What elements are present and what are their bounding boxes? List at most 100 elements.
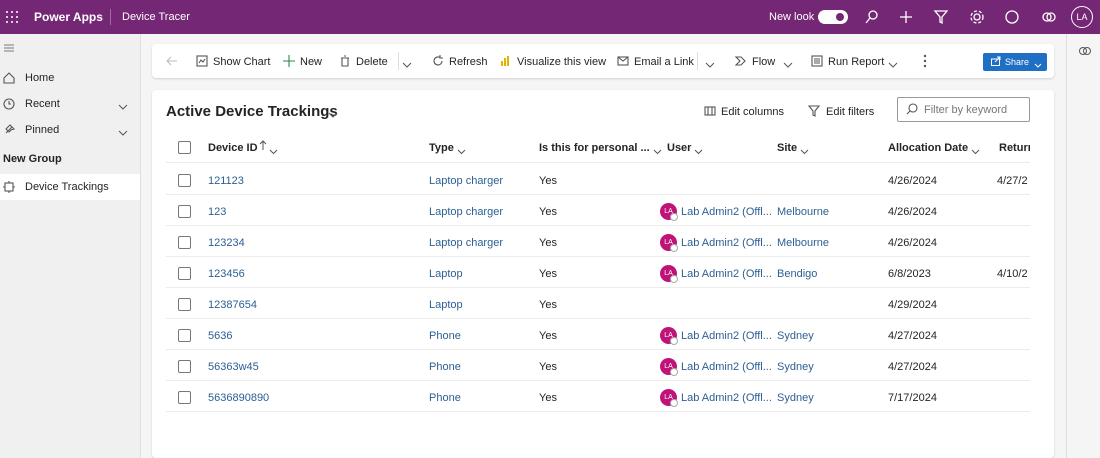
return-date: 4/27/2 (997, 175, 1028, 187)
row-checkbox[interactable] (178, 174, 191, 187)
command-icon (432, 55, 444, 70)
command-button[interactable]: Refresh (449, 56, 488, 68)
share-button[interactable]: Share (983, 53, 1047, 71)
top-icons[interactable] (865, 10, 1019, 25)
row-checkbox[interactable] (178, 391, 191, 404)
site[interactable]: Melbourne (777, 237, 829, 249)
row-checkbox[interactable] (178, 360, 191, 373)
type[interactable]: Phone (429, 392, 461, 404)
command-icon (500, 55, 512, 70)
report-menu-chevron[interactable] (888, 59, 898, 71)
user[interactable]: Lab Admin2 (Offl... (681, 392, 772, 404)
site[interactable]: Melbourne (777, 206, 829, 218)
personal: Yes (539, 392, 557, 404)
site[interactable]: Sydney (777, 361, 814, 373)
device-id[interactable]: 5636890890 (208, 392, 270, 404)
column-header[interactable]: Device ID (208, 142, 258, 154)
edit-filters[interactable]: Edit filters (826, 106, 875, 118)
column-header[interactable]: Allocation Date (888, 142, 969, 154)
edit-columns[interactable]: Edit columns (721, 106, 784, 118)
user[interactable]: Lab Admin2 (Offl... (681, 361, 772, 373)
row-checkbox[interactable] (178, 236, 191, 249)
presence (670, 368, 678, 376)
column-header[interactable]: Is this for personal ... (539, 142, 650, 154)
command-icon (196, 55, 208, 70)
copilot-icon[interactable] (1042, 10, 1056, 24)
nav-item[interactable]: Home (25, 72, 55, 84)
filter-box[interactable]: Filter by keyword (897, 97, 1030, 122)
presence (670, 399, 678, 407)
view-chevron[interactable] (328, 109, 338, 121)
column-header[interactable]: User (667, 142, 692, 154)
overflow-menu[interactable] (923, 54, 927, 71)
user[interactable]: Lab Admin2 (Offl... (681, 330, 772, 342)
command-button[interactable]: Show Chart (213, 56, 271, 68)
column-header[interactable]: Type (429, 142, 454, 154)
device-id[interactable]: 56363w45 (208, 361, 259, 373)
column-menu[interactable] (800, 145, 809, 157)
personal: Yes (539, 330, 557, 342)
command-button[interactable]: New (300, 56, 323, 68)
nav-expand[interactable] (118, 101, 128, 113)
row-checkbox[interactable] (178, 298, 191, 311)
type[interactable]: Laptop (429, 299, 463, 311)
site[interactable]: Bendigo (777, 268, 818, 280)
column-header[interactable]: Site (777, 142, 798, 154)
nav-selected[interactable]: Device Trackings (0, 174, 140, 200)
row-checkbox[interactable] (178, 329, 191, 342)
device-id[interactable]: 12387654 (208, 299, 257, 311)
nav-icon (3, 98, 15, 113)
user[interactable]: Lab Admin2 (Offl... (681, 237, 772, 249)
view-title[interactable]: Active Device Trackings (166, 103, 338, 120)
back-button[interactable] (166, 55, 178, 70)
app-name[interactable]: Power Apps (34, 10, 103, 24)
type[interactable]: Phone (429, 330, 461, 342)
site[interactable]: Sydney (777, 330, 814, 342)
user[interactable]: Lab Admin2 (Offl... (681, 206, 772, 218)
command-button[interactable]: Run Report (828, 56, 885, 68)
user-avatar: LA (660, 358, 678, 376)
command-button[interactable]: Delete (356, 56, 388, 68)
user[interactable]: Lab Admin2 (Offl... (681, 268, 772, 280)
new-look-toggle[interactable] (818, 10, 848, 24)
column-menu[interactable] (269, 145, 277, 157)
site[interactable]: Sydney (777, 392, 814, 404)
command-button[interactable]: Email a Link (634, 56, 694, 68)
allocation-date: 4/29/2024 (888, 299, 937, 311)
column-menu[interactable] (653, 145, 661, 157)
device-id[interactable]: 123 (208, 206, 227, 218)
device-id[interactable]: 5636 (208, 330, 233, 342)
command-button[interactable]: Visualize this view (517, 56, 607, 68)
type[interactable]: Laptop charger (429, 206, 503, 218)
grid-panel: Active Device Trackings Edit columns Edit … (152, 90, 1054, 458)
command-icon (617, 55, 629, 70)
type[interactable]: Laptop (429, 268, 463, 280)
command-button[interactable]: Flow (752, 56, 776, 68)
type[interactable]: Phone (429, 361, 461, 373)
page-name[interactable]: Device Tracer (122, 11, 190, 23)
nav-icon (3, 72, 15, 87)
device-id[interactable]: 123234 (208, 237, 245, 249)
row-checkbox[interactable] (178, 205, 191, 218)
flow-menu-chevron[interactable] (783, 59, 793, 71)
copilot-rail-icon[interactable] (1079, 45, 1091, 57)
device-id[interactable]: 121123 (208, 175, 244, 187)
type[interactable]: Laptop charger (429, 175, 503, 187)
more-chevron[interactable] (402, 59, 412, 71)
search-icon (906, 103, 918, 118)
column-menu[interactable] (971, 145, 980, 157)
nav-toggle[interactable] (4, 44, 14, 52)
more-chevron[interactable] (705, 59, 715, 71)
nav-item[interactable]: Pinned (25, 124, 60, 136)
nav-expand[interactable] (118, 127, 128, 139)
device-id[interactable]: 123456 (208, 268, 245, 280)
app-launcher[interactable] (6, 11, 18, 23)
select-all[interactable] (178, 141, 191, 154)
type[interactable]: Laptop charger (429, 237, 503, 249)
user-avatar[interactable]: LA (1071, 6, 1093, 28)
column-header[interactable]: Return (999, 142, 1030, 154)
column-menu[interactable] (457, 145, 466, 157)
column-menu[interactable] (695, 145, 703, 157)
row-checkbox[interactable] (178, 267, 191, 280)
nav-item[interactable]: Recent (25, 98, 60, 110)
